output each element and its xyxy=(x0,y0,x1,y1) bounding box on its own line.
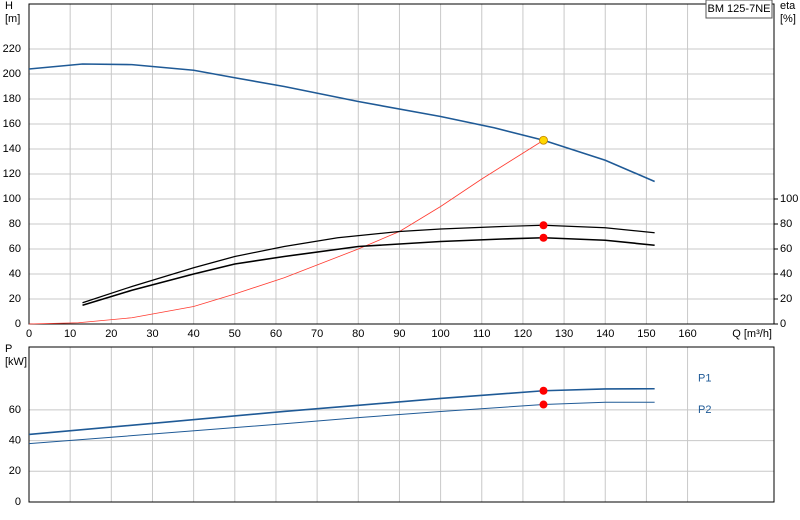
y-axis-label: P xyxy=(5,343,12,355)
y-axis-label: [m] xyxy=(5,13,20,25)
y-tick-label: 40 xyxy=(9,435,21,447)
duty-point xyxy=(539,386,548,395)
duty-point xyxy=(539,400,548,409)
x-axis-label: Q [m³/h] xyxy=(732,328,772,340)
x-tick-label: 100 xyxy=(431,328,449,340)
x-tick-label: 120 xyxy=(514,328,532,340)
curve xyxy=(28,139,544,325)
y2-tick-label: 80 xyxy=(780,218,792,230)
plot-frame xyxy=(28,3,775,325)
curve xyxy=(82,224,655,304)
y-tick-label: 140 xyxy=(3,143,21,155)
title-box xyxy=(705,0,773,19)
y2-tick-label: 0 xyxy=(780,318,786,330)
plot-area xyxy=(29,4,774,324)
y-tick-label: 60 xyxy=(9,404,21,416)
x-tick-label: 80 xyxy=(352,328,364,340)
y2-axis-label: [%] xyxy=(780,13,796,25)
y-tick-label: 200 xyxy=(3,68,21,80)
x-tick-label: 90 xyxy=(393,328,405,340)
x-tick-label: 110 xyxy=(473,328,491,340)
y-tick-label: 20 xyxy=(9,293,21,305)
x-tick-label: 130 xyxy=(555,328,573,340)
y-axis-label: H xyxy=(5,0,13,12)
duty-point xyxy=(539,233,548,242)
x-tick-label: 150 xyxy=(637,328,655,340)
y-tick-label: 60 xyxy=(9,243,21,255)
y2-tick-label: 40 xyxy=(780,268,792,280)
series-label: P1 xyxy=(698,373,711,385)
y-tick-label: 180 xyxy=(3,93,21,105)
y-tick-label: 20 xyxy=(9,465,21,477)
curve xyxy=(28,387,655,436)
plot-area xyxy=(29,347,774,502)
x-tick-label: 10 xyxy=(64,328,76,340)
x-tick-label: 20 xyxy=(105,328,117,340)
y-tick-label: 220 xyxy=(3,43,21,55)
x-tick-label: 160 xyxy=(678,328,696,340)
y2-axis-label: eta xyxy=(780,0,796,12)
duty-point xyxy=(539,221,548,230)
x-tick-label: 60 xyxy=(270,328,282,340)
y-tick-label: 160 xyxy=(3,118,21,130)
chart-title: BM 125-7NE xyxy=(708,3,771,15)
series-label: P2 xyxy=(698,404,711,416)
y2-tick-label: 60 xyxy=(780,243,792,255)
curve xyxy=(82,236,655,307)
y-tick-label: 40 xyxy=(9,268,21,280)
x-tick-label: 140 xyxy=(596,328,614,340)
y-axis-label: [kW] xyxy=(5,356,27,368)
y2-tick-label: 100 xyxy=(780,193,798,205)
y-tick-label: 80 xyxy=(9,218,21,230)
curve xyxy=(28,401,655,445)
x-tick-label: 70 xyxy=(311,328,323,340)
x-tick-label: 0 xyxy=(26,328,32,340)
y2-tick-label: 20 xyxy=(780,293,792,305)
duty-point xyxy=(539,135,548,145)
plot-frame xyxy=(28,346,775,503)
curve xyxy=(28,63,655,183)
y-tick-label: 100 xyxy=(3,193,21,205)
y-tick-label: 0 xyxy=(15,318,21,330)
y-tick-label: 120 xyxy=(3,168,21,180)
x-tick-label: 40 xyxy=(188,328,200,340)
x-tick-label: 50 xyxy=(229,328,241,340)
y-tick-label: 0 xyxy=(15,496,21,508)
x-tick-label: 30 xyxy=(146,328,158,340)
